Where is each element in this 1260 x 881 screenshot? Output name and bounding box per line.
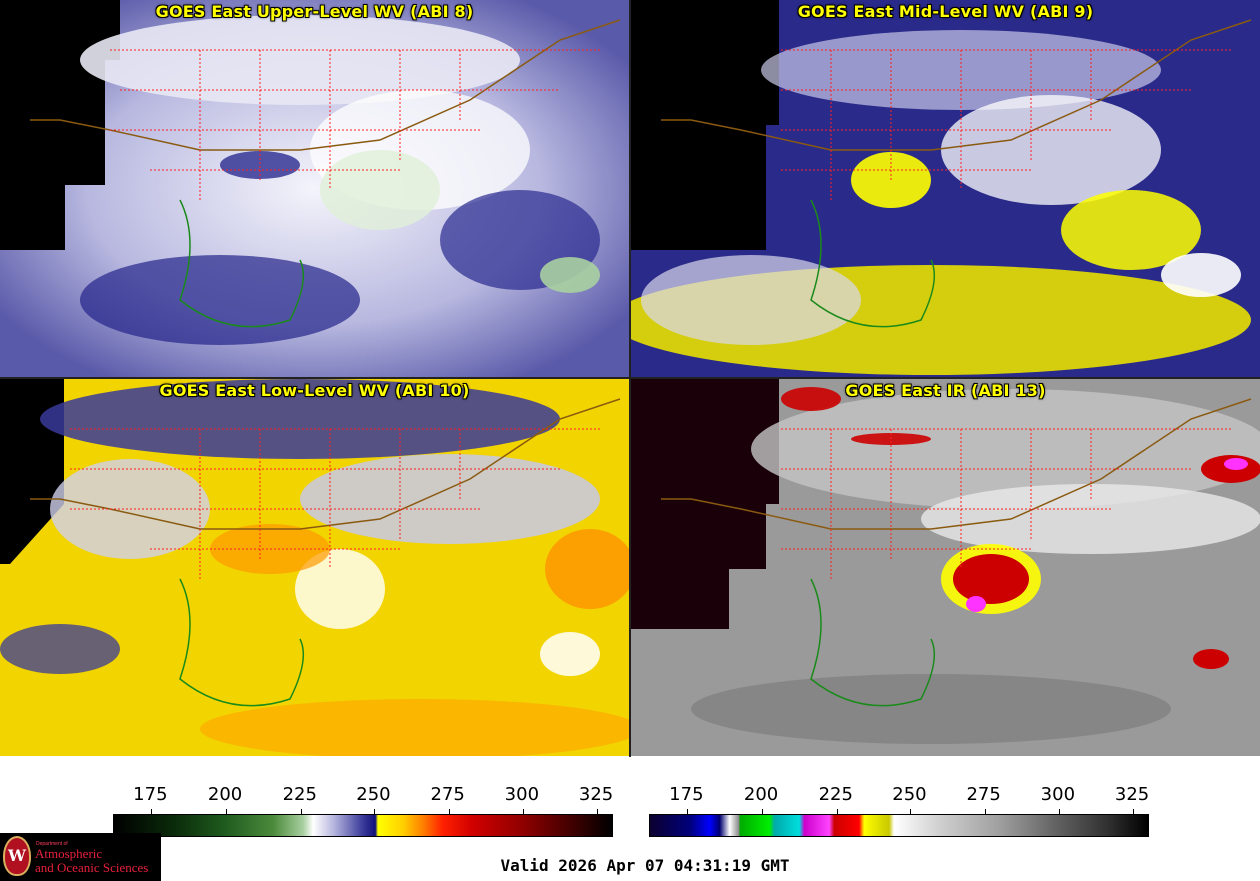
panel-upper-level-wv: GOES East Upper-Level WV (ABI 8)	[0, 0, 629, 377]
tick-label: 200	[207, 784, 243, 805]
panel-mid-level-wv: GOES East Mid-Level WV (ABI 9)	[631, 0, 1260, 377]
colorbar-water-vapor	[113, 809, 613, 837]
tick-label: 175	[669, 784, 704, 805]
tick-label: 225	[818, 784, 853, 805]
mid-level-wv-image	[631, 0, 1260, 377]
tick-label: 200	[743, 784, 779, 805]
tick-label: 275	[430, 784, 465, 805]
tick-label: 250	[356, 784, 391, 805]
upper-level-wv-image	[0, 0, 629, 377]
colorbar-infrared	[649, 809, 1149, 837]
ir-image	[631, 379, 1260, 756]
tick-label: 250	[892, 784, 927, 805]
panel-low-level-wv: GOES East Low-Level WV (ABI 10)	[0, 379, 629, 756]
colorbar-right-tick-labels: 175 200 225 250 275 300 325	[649, 784, 1150, 808]
tick-label: 325	[578, 784, 614, 805]
colorbar-left-tick-labels: 175 200 225 250 275 300 325	[113, 784, 614, 808]
panel-divider-horizontal	[0, 377, 1260, 379]
valid-time: Valid 2026 Apr 07 04:31:19 GMT	[500, 856, 790, 875]
tick-label: 300	[504, 784, 540, 805]
aos-logo[interactable]: W Department of Atmospheric and Oceanic …	[0, 833, 161, 881]
logo-line1: Atmospheric	[35, 846, 103, 861]
uw-seal-icon: W	[3, 836, 31, 876]
logo-department: Department of	[36, 841, 68, 847]
panel-ir: GOES East IR (ABI 13)	[631, 379, 1260, 756]
tick-label: 325	[1114, 784, 1150, 805]
tick-label: 300	[1040, 784, 1076, 805]
tick-label: 275	[966, 784, 1001, 805]
tick-label: 175	[133, 784, 168, 805]
tick-label: 225	[282, 784, 317, 805]
low-level-wv-image	[0, 379, 629, 756]
logo-line2: and Oceanic Sciences	[35, 860, 149, 875]
